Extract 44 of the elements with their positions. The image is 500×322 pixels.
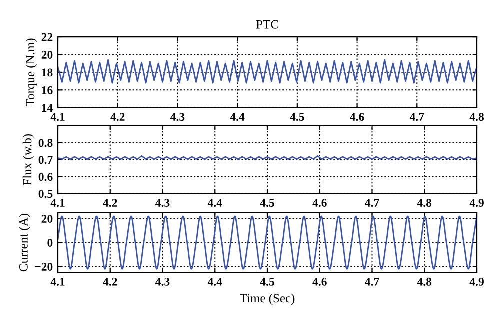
x-tick-label: 4.3	[156, 199, 170, 208]
x-tick-label: 4.7	[365, 199, 380, 208]
x-tick-label: 4.5	[290, 113, 304, 122]
y-tick-label: 0	[48, 239, 53, 247]
y-tick-label: 18	[42, 68, 53, 77]
x-tick-label: 4.2	[103, 199, 118, 208]
y-tick-label: 22	[42, 33, 53, 42]
x-tick-label: 4.6	[350, 113, 364, 122]
x-tick-label: 4.5	[260, 199, 274, 208]
y-axis-title: Torque (N.m)	[26, 38, 38, 106]
x-tick-label: 4.2	[110, 113, 125, 122]
y-axis-title: Flux (w.b)	[22, 134, 34, 186]
x-tick-label: 4.4	[230, 113, 245, 122]
y-tick-label: 14	[42, 104, 53, 112]
y-tick-label: 0.7	[38, 156, 53, 164]
x-tick-label: 4.6	[312, 278, 327, 286]
x-tick-label: 4.7	[365, 278, 380, 286]
x-tick-label: 4.7	[410, 113, 424, 122]
x-tick-label: 4.3	[170, 113, 185, 122]
y-axis-title: Current (A)	[19, 214, 30, 272]
line-series	[58, 59, 477, 84]
x-tick-label: 4.1	[50, 199, 65, 208]
x-tick-label: 4.1	[50, 278, 65, 286]
x-tick-label: 4.8	[417, 199, 432, 208]
x-tick-label: 4.9	[470, 199, 484, 208]
x-tick-label: 4.5	[260, 278, 274, 286]
y-tick-label: 0.8	[38, 139, 53, 148]
x-tick-label: 4.4	[208, 278, 222, 286]
chart-title: PTC	[256, 20, 278, 29]
x-tick-label: 4.9	[470, 278, 484, 286]
y-tick-label: 0.5	[38, 190, 53, 198]
x-axis-title: Time (Sec)	[240, 294, 295, 306]
y-tick-label: −20	[35, 262, 53, 271]
x-tick-label: 4.4	[208, 199, 222, 208]
x-tick-label: 4.8	[417, 278, 432, 286]
x-tick-label: 4.8	[470, 113, 484, 122]
y-tick-label: 0.6	[38, 173, 53, 182]
x-tick-label: 4.1	[50, 113, 65, 122]
y-tick-label: 20	[42, 215, 53, 224]
x-tick-label: 4.3	[156, 278, 170, 286]
x-tick-label: 4.6	[312, 199, 327, 208]
x-tick-label: 4.2	[103, 278, 118, 286]
y-tick-label: 16	[42, 86, 53, 94]
y-tick-label: 20	[42, 50, 53, 59]
